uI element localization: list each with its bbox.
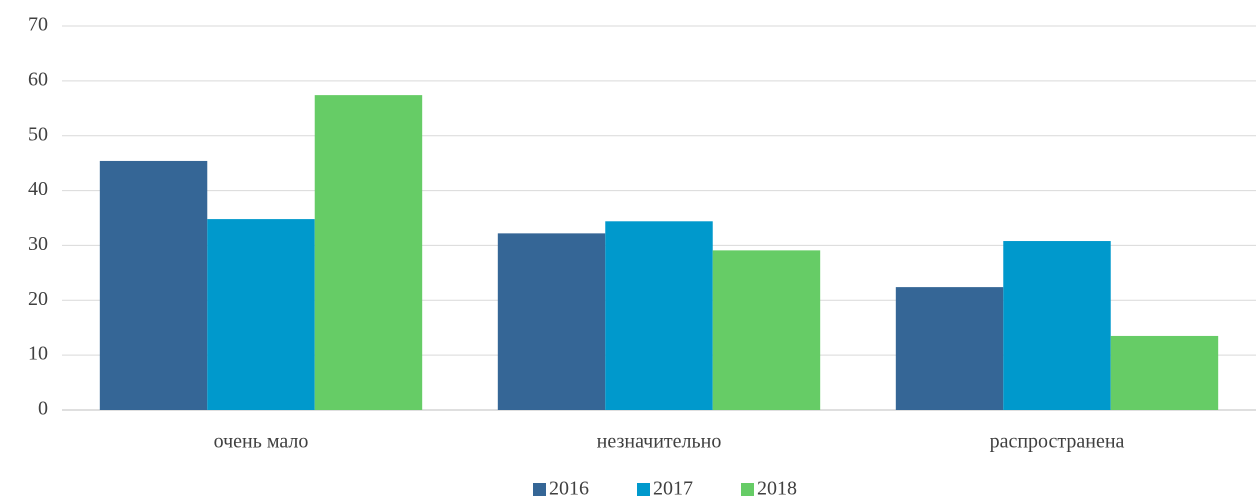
bar — [99, 160, 208, 410]
y-tick-label: 60 — [28, 68, 48, 90]
x-tick-label: очень мало — [214, 431, 309, 453]
bar — [207, 219, 315, 410]
bar — [712, 250, 821, 410]
y-tick-label: 70 — [28, 14, 48, 36]
x-tick-label: незначительно — [597, 431, 722, 453]
bar — [314, 95, 423, 411]
x-tick-label: распространена — [990, 431, 1125, 453]
y-tick-label: 20 — [28, 288, 48, 310]
y-tick-label: 30 — [28, 233, 48, 255]
y-tick-label: 40 — [28, 178, 48, 200]
legend-label: 2017 — [653, 478, 693, 499]
bar — [1110, 335, 1219, 410]
y-tick-label: 0 — [38, 398, 48, 420]
bar — [497, 233, 606, 410]
y-tick-label: 10 — [28, 343, 48, 365]
legend-swatch — [637, 483, 650, 496]
legend-label: 2018 — [757, 478, 797, 499]
bar — [1003, 241, 1111, 410]
legend-swatch — [533, 483, 546, 496]
legend-swatch — [741, 483, 754, 496]
y-tick-label: 50 — [28, 123, 48, 145]
bar — [895, 287, 1004, 410]
bar — [605, 221, 713, 410]
legend-label: 2016 — [549, 478, 589, 499]
